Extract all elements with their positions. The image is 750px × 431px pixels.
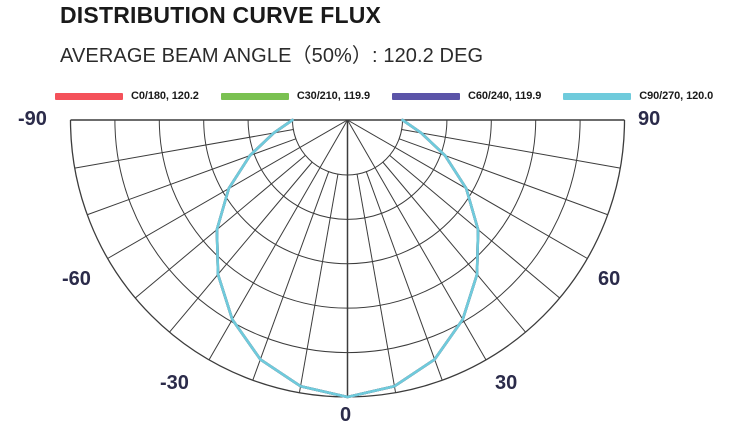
legend-swatch-icon	[392, 92, 461, 100]
grid-spoke	[298, 174, 339, 393]
legend-label: C90/270, 120.0	[639, 90, 714, 102]
legend-item[interactable]: C90/270, 120.0	[563, 90, 713, 102]
legend-label: C0/180, 120.2	[131, 90, 199, 102]
grid-spoke	[134, 154, 306, 299]
grid-spoke	[252, 171, 330, 381]
grid-spoke	[356, 174, 397, 393]
legend-label: C30/210, 119.9	[296, 90, 371, 102]
grid-spoke	[365, 171, 443, 381]
grid-spoke	[382, 161, 526, 333]
legend-swatch-icon	[55, 92, 123, 100]
axis-tick-label: 0	[340, 404, 352, 426]
legend-label: C60/240, 119.9	[468, 90, 542, 102]
polar-grid	[69, 119, 626, 398]
grid-spoke	[399, 138, 608, 216]
axis-tick-label: -60	[62, 268, 91, 290]
grid-spoke	[401, 129, 621, 169]
grid-spoke	[74, 129, 294, 169]
grid-spoke	[169, 161, 313, 333]
distribution-curves	[215, 118, 480, 399]
chart-legend: C0/180, 120.2 C30/210, 119.9 C60/240, 119.…	[55, 88, 745, 104]
legend-swatch-icon	[563, 92, 632, 100]
legend-swatch-icon	[220, 92, 289, 100]
grid-spoke	[87, 138, 296, 216]
axis-tick-label: -30	[160, 372, 189, 394]
axis-tick-label: 90	[638, 108, 661, 130]
grid-spoke	[389, 154, 561, 299]
distribution-curve	[215, 118, 480, 399]
axis-tick-label: -90	[18, 108, 47, 130]
legend-item[interactable]: C60/240, 119.9	[392, 90, 541, 102]
page-title: DISTRIBUTION CURVE FLUX	[60, 2, 382, 28]
beam-angle-subtitle: AVERAGE BEAM ANGLE（50%）: 120.2 DEG	[60, 45, 484, 67]
axis-tick-label: 60	[598, 268, 621, 290]
legend-item[interactable]: C30/210, 119.9	[220, 90, 371, 102]
axis-tick-label: 30	[495, 372, 518, 394]
legend-item[interactable]: C0/180, 120.2	[55, 90, 199, 102]
